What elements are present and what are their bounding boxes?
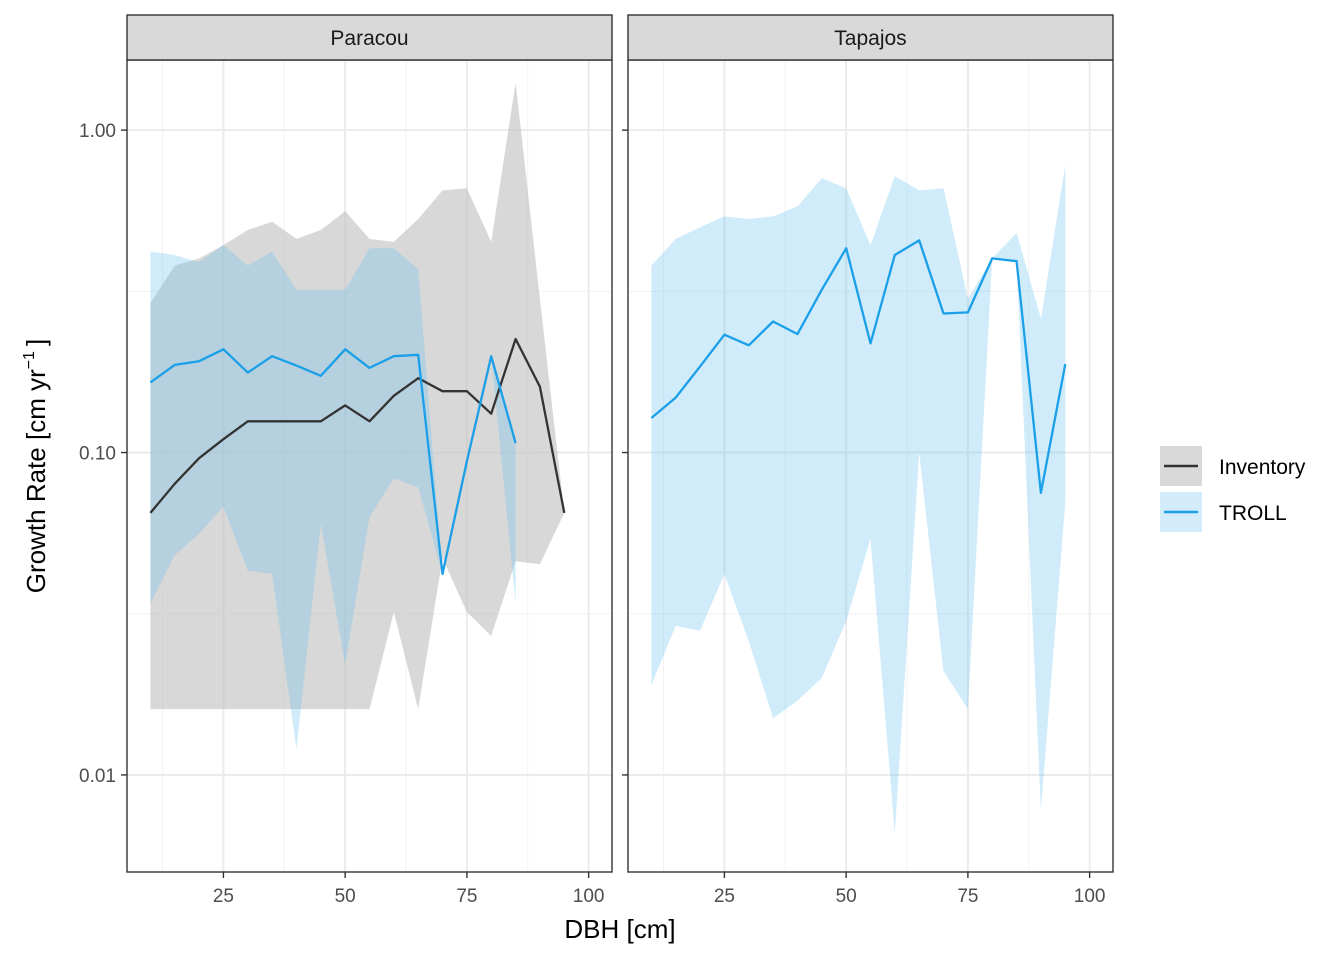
ribbons bbox=[150, 83, 565, 750]
y-tick-label: 1.00 bbox=[79, 121, 116, 142]
minor-gridlines bbox=[628, 60, 1113, 872]
panel-paracou: Paracou 25 50 75 100 bbox=[126, 14, 613, 907]
x-tick-label: 50 bbox=[335, 886, 356, 907]
x-axis-title: DBH [cm] bbox=[564, 914, 675, 944]
panel-tapajos: Tapajos 25 50 75 100 bbox=[622, 14, 1114, 907]
legend: Inventory TROLL bbox=[1160, 446, 1306, 532]
legend-entry-inventory: Inventory bbox=[1160, 446, 1306, 486]
y-axis-title-main: Growth Rate [cm yr bbox=[21, 369, 51, 593]
strip-label: Paracou bbox=[330, 27, 408, 50]
x-tick-label: 50 bbox=[836, 886, 857, 907]
y-tick-label: 0.10 bbox=[79, 444, 116, 465]
y-axis-title-superscript: −1 bbox=[21, 351, 38, 369]
strip-label: Tapajos bbox=[834, 27, 906, 50]
series-lines bbox=[650, 239, 1067, 494]
x-axis-ticks: 25 50 75 100 bbox=[622, 129, 1106, 907]
panel-background bbox=[628, 60, 1113, 872]
x-tick-label: 25 bbox=[714, 886, 735, 907]
strip-background bbox=[126, 14, 613, 61]
ribbon-inventory bbox=[150, 83, 565, 710]
line-troll bbox=[650, 239, 1067, 494]
legend-label-inventory: Inventory bbox=[1219, 456, 1306, 479]
series-lines bbox=[149, 337, 566, 576]
x-tick-label: 100 bbox=[573, 886, 605, 907]
ribbon-troll bbox=[651, 164, 1066, 834]
x-tick-label: 75 bbox=[456, 886, 477, 907]
line-troll bbox=[149, 348, 517, 576]
legend-entry-troll: TROLL bbox=[1160, 492, 1287, 532]
x-tick-label: 100 bbox=[1074, 886, 1106, 907]
y-axis-title-close: ] bbox=[21, 339, 51, 346]
y-axis: 0.01 0.10 1.00 bbox=[79, 121, 127, 787]
line-inventory bbox=[149, 337, 566, 514]
y-axis-title: Growth Rate [cm yr−1] bbox=[21, 339, 51, 593]
ribbons bbox=[651, 164, 1066, 834]
legend-label-troll: TROLL bbox=[1219, 502, 1287, 525]
x-tick-label: 75 bbox=[957, 886, 978, 907]
y-tick-label: 0.01 bbox=[79, 766, 116, 787]
ribbon-troll bbox=[150, 245, 516, 750]
strip-background bbox=[627, 14, 1114, 61]
x-axis-ticks: 25 50 75 100 bbox=[213, 872, 605, 907]
x-tick-label: 25 bbox=[213, 886, 234, 907]
major-gridlines bbox=[628, 60, 1113, 872]
